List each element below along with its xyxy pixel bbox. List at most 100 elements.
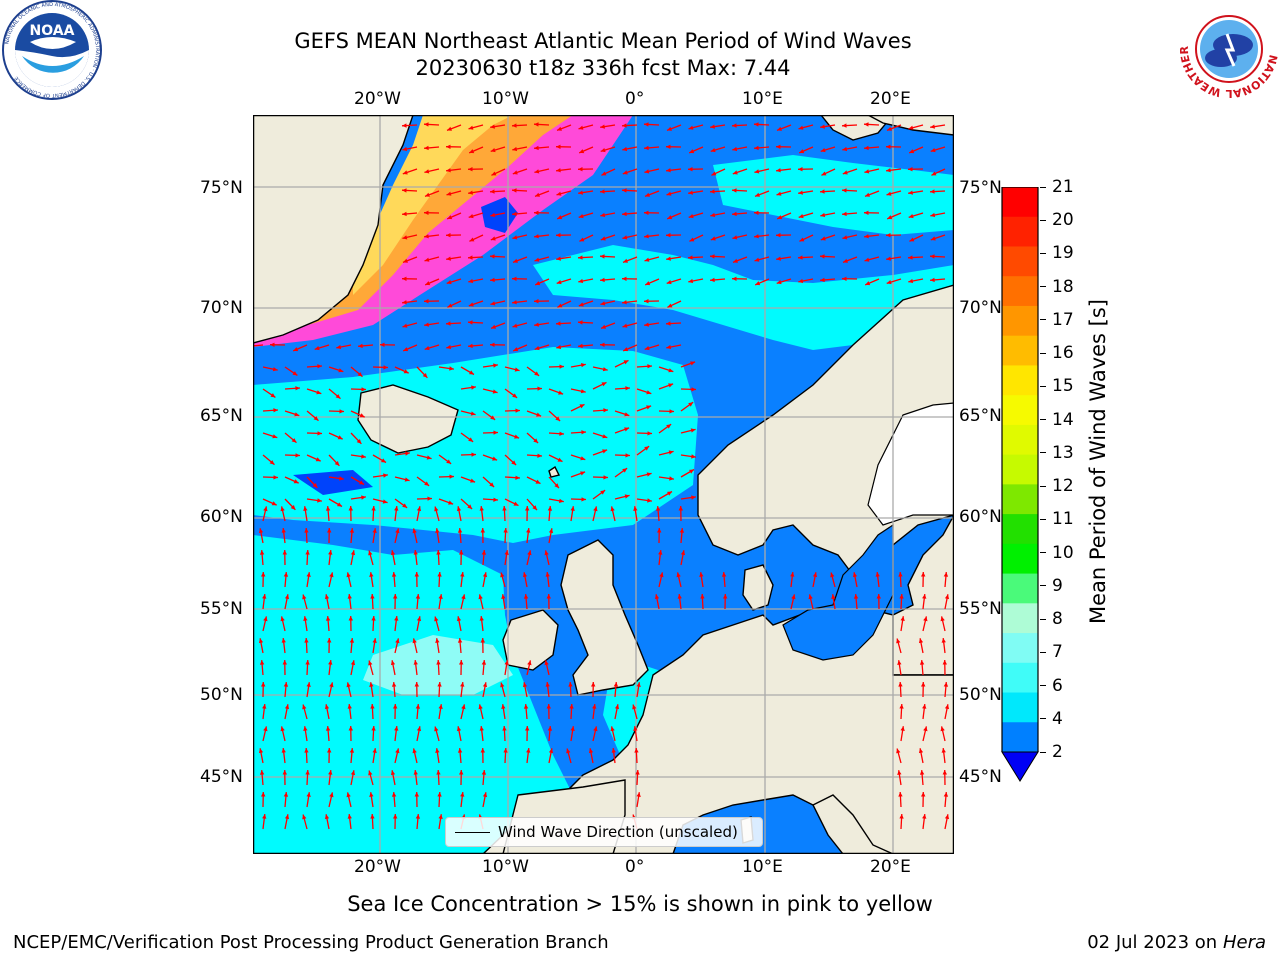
wave-direction-arrowhead [909,237,915,242]
wave-direction-arrowhead [305,770,310,775]
wave-direction-arrowhead [940,726,945,732]
wave-direction-arrowhead [601,382,607,387]
wave-direction-arrowhead [306,682,311,687]
wave-direction-arrowhead [755,281,761,286]
wave-direction-arrowhead [887,126,892,131]
wave-direction-arrowhead [922,594,927,599]
wave-direction-arrowhead [688,278,694,284]
wave-direction-arrowhead [909,149,915,154]
wave-direction-arrowhead [393,704,398,709]
wave-direction-arrowhead [416,506,422,512]
lat-label-left-60n: 60°N [200,507,243,527]
wave-direction-arrowhead [898,682,903,687]
wave-direction-arrowhead [732,235,738,240]
wave-direction-arrowhead [843,258,848,263]
colorbar-band [1002,335,1038,367]
wave-direction-arrowhead [372,638,377,643]
wave-direction-arrowhead [942,660,947,665]
wave-direction-arrowhead [600,254,605,259]
noaa-logo-text: NOAA [30,23,75,39]
wave-direction-arrowhead [676,572,681,578]
wave-direction-arrowhead [447,303,453,308]
wave-direction-arrowhead [490,342,495,347]
wave-direction-arrowhead [262,704,267,709]
colorbar-label: Mean Period of Wind Waves [s] [1086,299,1110,624]
wave-direction-arrowhead [263,506,268,512]
wave-direction-arrowhead [361,495,366,500]
wave-direction-arrowhead [512,300,517,305]
wave-direction-arrowhead [350,550,356,556]
wave-direction-arrowhead [446,321,451,326]
wave-direction-arrowhead [853,594,859,599]
wave-direction-arrowhead [402,276,407,281]
lon-label-bottom-10e: 10°E [742,857,783,877]
wave-direction-arrowhead [460,792,465,797]
wave-direction-arrowhead [732,211,737,217]
wave-direction-arrowhead [456,506,462,512]
lat-label-right-60n: 60°N [959,507,1002,527]
wave-direction-arrowhead [603,475,608,480]
wave-direction-arrowhead [591,682,596,687]
wave-direction-arrowhead [490,277,495,283]
colorbar-tick-mark [1040,352,1046,354]
wave-direction-arrowhead [646,472,652,477]
wave-direction-arrowhead [504,550,509,555]
wave-direction-arrowhead [512,211,517,217]
wave-direction-arrowhead [666,424,672,429]
wave-direction-arrowhead [689,149,695,154]
wave-direction-arrowhead [581,430,586,435]
wave-direction-arrowhead [536,412,542,417]
wave-direction-arrowhead [918,638,924,644]
colorbar-tick-label: 10 [1052,542,1074,563]
wave-direction-arrowhead [305,550,310,555]
wave-direction-arrowhead [424,346,430,351]
wave-direction-arrowhead [512,146,518,152]
wave-direction-arrowhead [263,616,268,622]
wave-direction-arrowhead [459,770,464,775]
wave-direction-arrowhead [369,792,374,797]
wave-direction-arrowhead [578,125,584,130]
wave-direction-arrowhead [820,124,825,129]
wave-direction-arrowhead [306,572,311,577]
wave-direction-arrowhead [896,638,901,644]
lon-label-top-0: 0° [625,89,645,109]
wave-direction-arrowhead [325,506,331,511]
wave-direction-arrowhead [830,572,835,578]
wave-direction-arrowhead [272,434,278,439]
wave-direction-arrowhead [503,528,508,533]
wave-direction-arrowhead [405,451,410,456]
wave-direction-arrowhead [416,726,422,732]
wave-direction-arrowhead [688,255,693,260]
wave-direction-arrowhead [865,192,870,197]
wave-direction-arrowhead [578,190,583,195]
wave-direction-arrowhead [482,682,488,688]
lat-label-right-70n: 70°N [959,298,1002,318]
wave-direction-arrowhead [820,189,825,194]
map-panel[interactable] [253,115,954,854]
wave-direction-arrowhead [457,528,463,533]
colorbar-band [1002,722,1038,753]
wave-direction-arrowhead [534,210,539,215]
wave-direction-arrowhead [644,299,649,304]
wave-direction-arrowhead [622,123,627,128]
wave-direction-arrowhead [295,386,300,391]
wave-direction-arrowhead [349,638,355,643]
wave-direction-arrowhead [644,169,650,174]
wave-direction-arrowhead [887,215,893,220]
wave-direction-arrowhead [896,748,901,754]
wind-wave-arrows [253,122,950,830]
wave-direction-arrowhead [886,280,892,285]
lon-label-bottom-20w: 20°W [354,857,401,877]
wave-direction-arrowhead [284,814,290,820]
lat-label-right-55n: 55°N [959,599,1002,619]
wave-direction-arrowhead [470,411,476,416]
wave-direction-arrowhead [501,704,506,709]
wave-direction-arrowhead [415,814,421,819]
wave-direction-arrowhead [369,572,374,577]
wave-direction-arrowhead [424,169,430,174]
wave-direction-arrowhead [527,550,532,556]
wave-direction-arrowhead [842,170,848,175]
wave-direction-arrowhead [302,814,307,820]
wave-direction-arrowhead [328,550,333,555]
wave-direction-arrowhead [468,302,474,307]
